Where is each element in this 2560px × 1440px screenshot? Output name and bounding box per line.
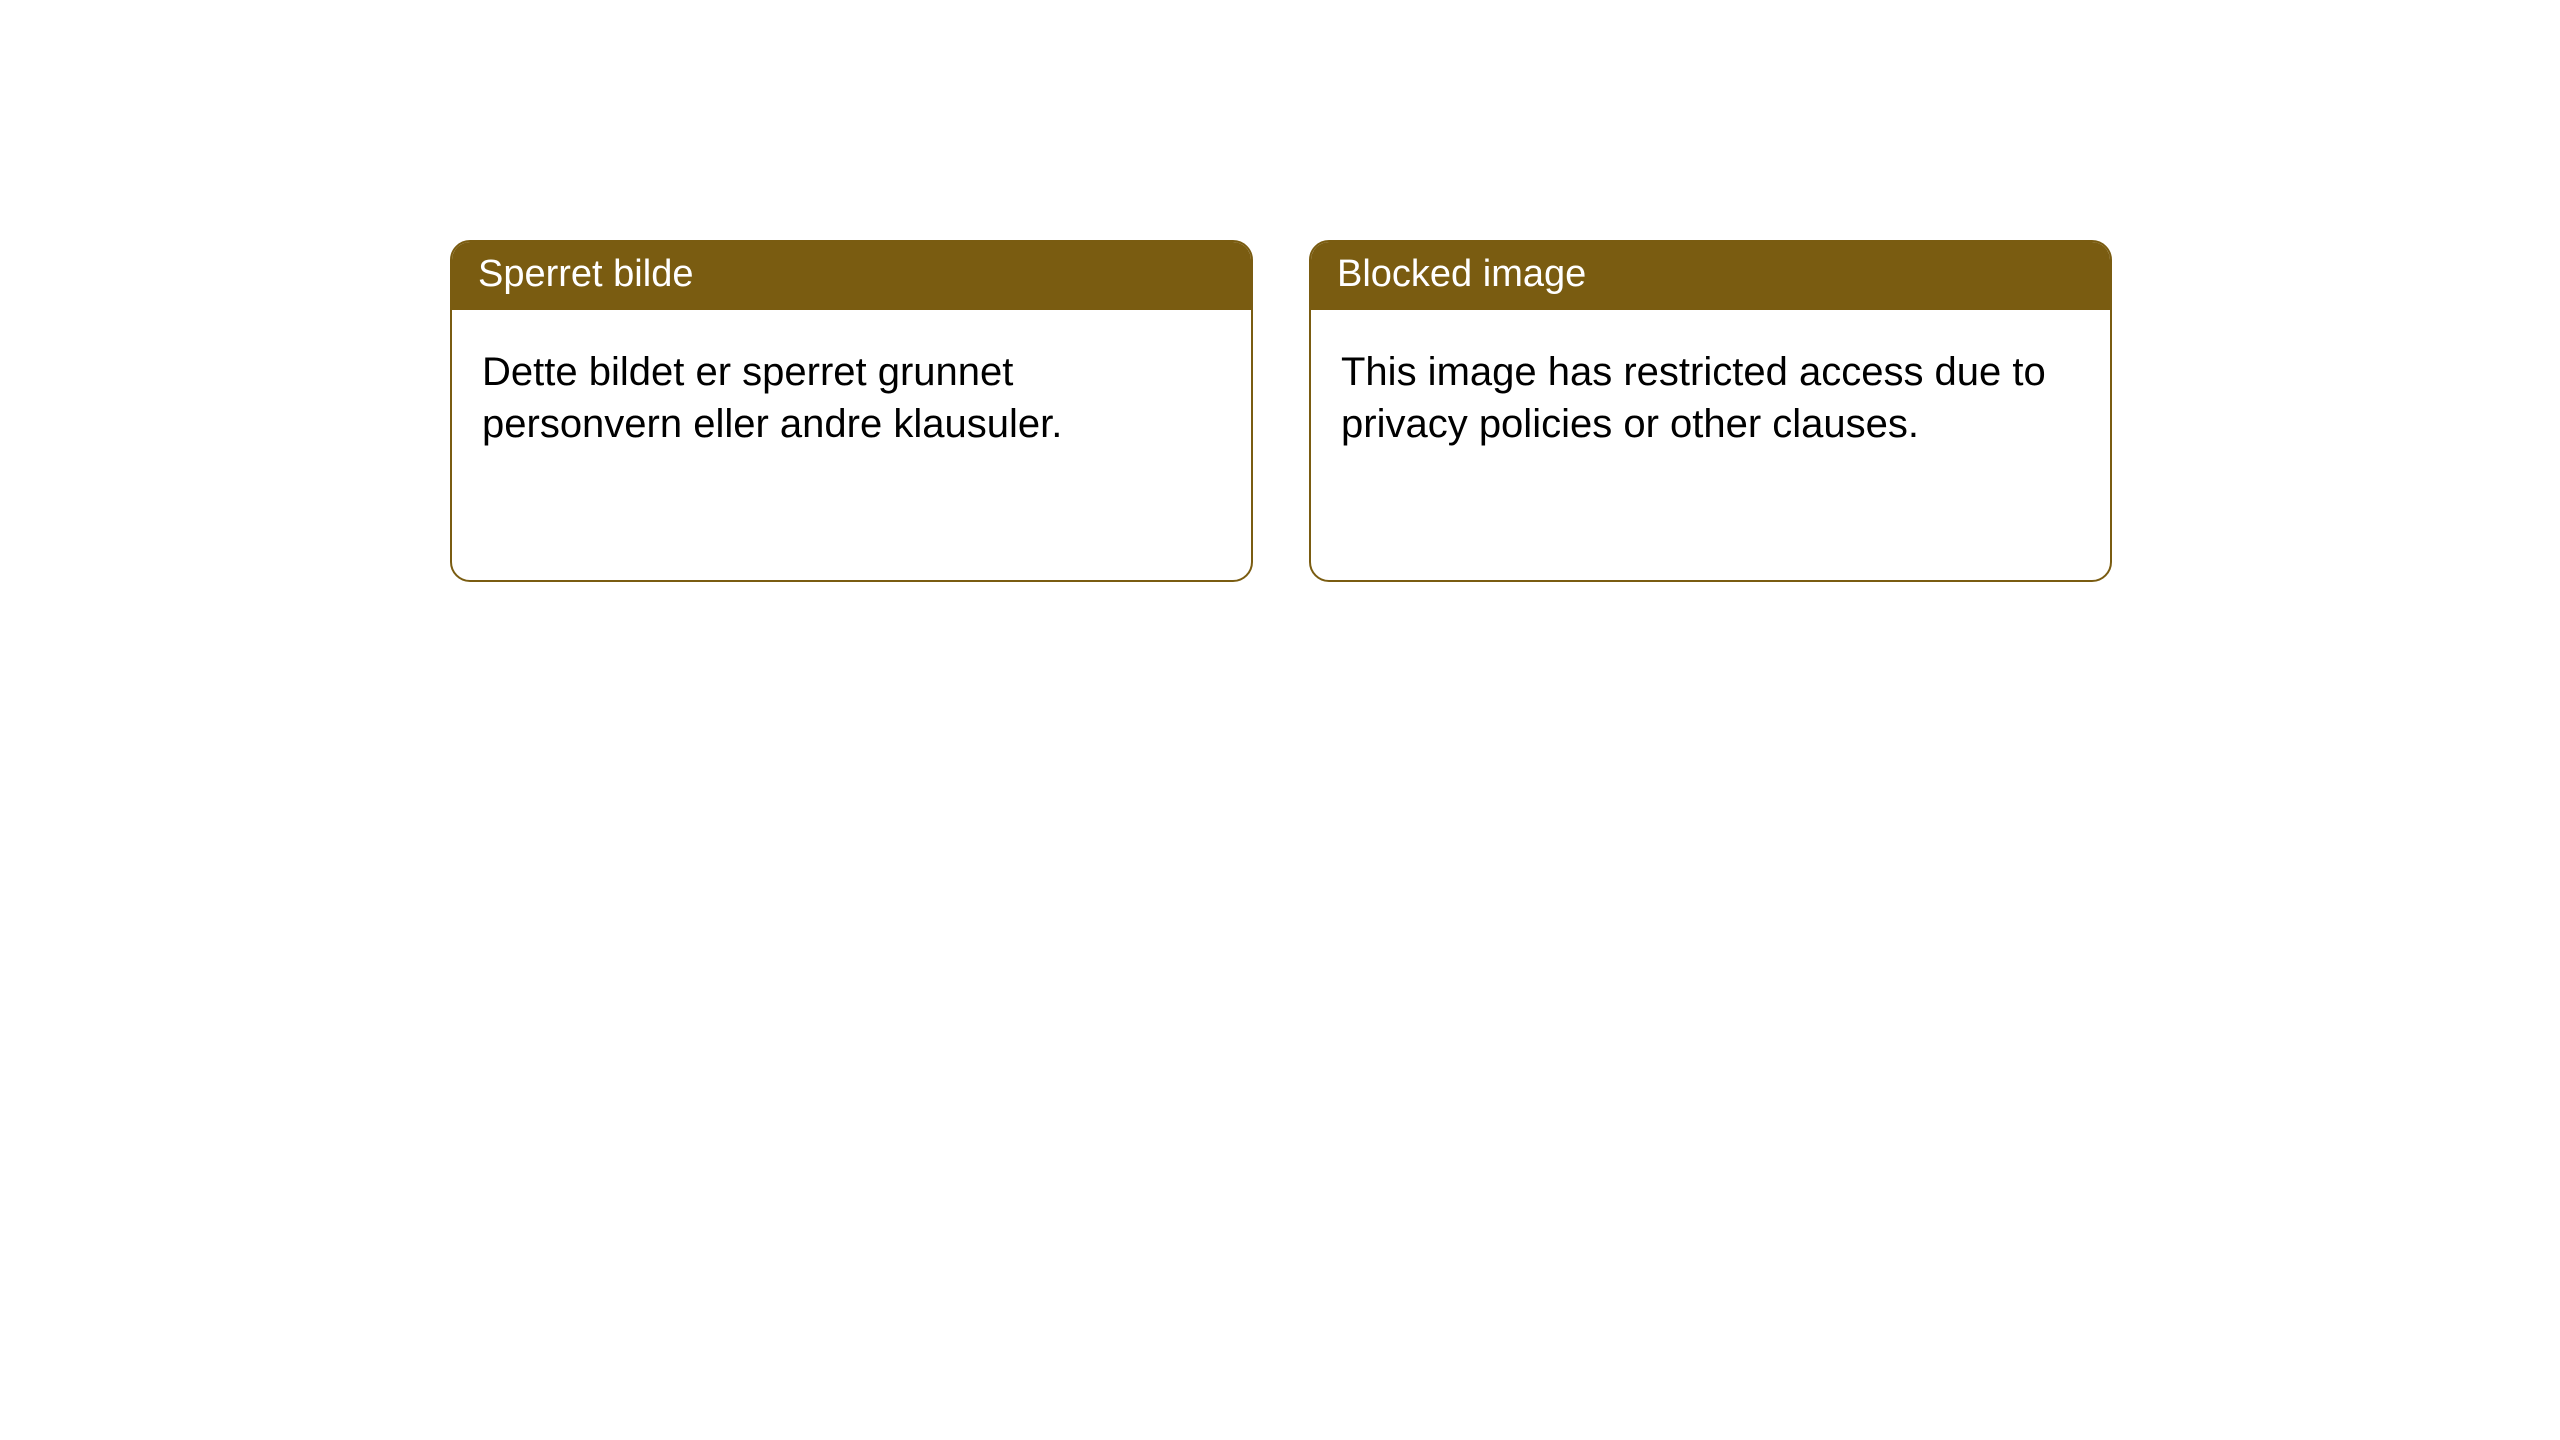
notice-card-body: Dette bildet er sperret grunnet personve… (452, 310, 1251, 580)
notice-card-header: Blocked image (1311, 242, 2110, 310)
notice-container: Sperret bilde Dette bildet er sperret gr… (450, 240, 2112, 582)
notice-card-no: Sperret bilde Dette bildet er sperret gr… (450, 240, 1253, 582)
notice-card-header: Sperret bilde (452, 242, 1251, 310)
notice-card-en: Blocked image This image has restricted … (1309, 240, 2112, 582)
notice-card-body: This image has restricted access due to … (1311, 310, 2110, 580)
